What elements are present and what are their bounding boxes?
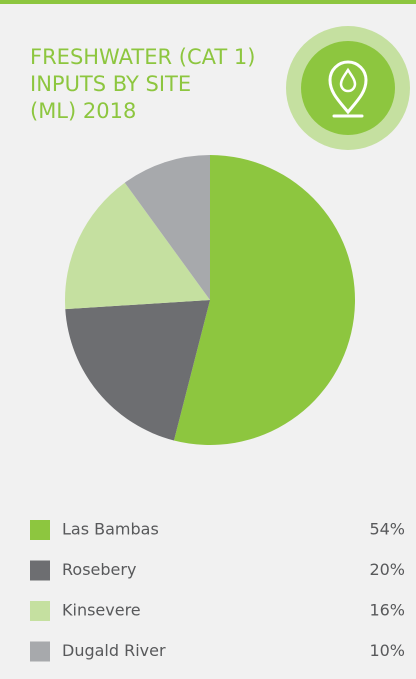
legend-label: Rosebery	[62, 560, 136, 579]
top-rule	[0, 0, 416, 4]
legend-swatch	[30, 601, 50, 621]
legend-swatch	[30, 641, 50, 662]
value-label: 20%	[369, 560, 405, 579]
pie-slice	[124, 155, 210, 300]
pie-slice	[173, 155, 356, 446]
legend-label: Las Bambas	[62, 520, 159, 539]
legend-swatch	[30, 560, 50, 581]
icon-pin	[328, 60, 368, 115]
pie-slice	[65, 182, 210, 310]
value-label: 16%	[369, 601, 405, 620]
pie-slice	[65, 300, 210, 441]
chart-title: FRESHWATER (CAT 1)	[30, 45, 255, 69]
icon-disc	[301, 41, 395, 135]
icon-drop	[339, 67, 357, 93]
legend-label: Dugald River	[62, 641, 166, 660]
chart-title: (ML) 2018	[30, 99, 136, 123]
value-label: 10%	[369, 641, 405, 660]
legend-swatch	[30, 520, 50, 540]
value-label: 54%	[369, 520, 405, 539]
legend-label: Kinsevere	[62, 601, 141, 620]
chart-title: INPUTS BY SITE	[30, 72, 191, 96]
icon	[286, 26, 410, 150]
